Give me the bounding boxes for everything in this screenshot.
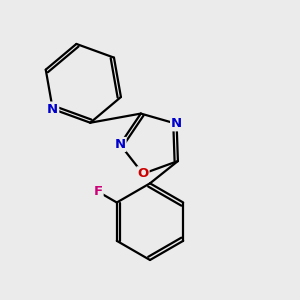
- Text: N: N: [115, 138, 126, 151]
- Text: N: N: [47, 103, 58, 116]
- Text: F: F: [94, 185, 103, 198]
- Text: O: O: [137, 167, 148, 180]
- Text: N: N: [171, 117, 182, 130]
